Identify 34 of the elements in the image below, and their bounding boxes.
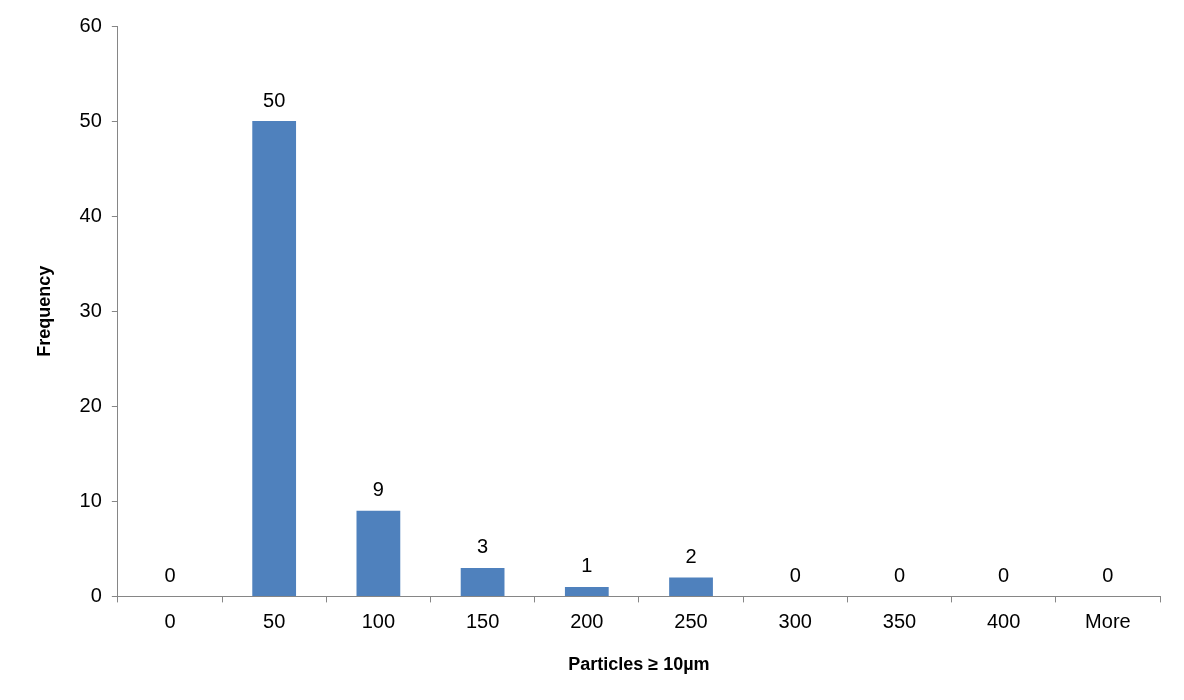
bar — [669, 577, 713, 596]
x-tick-label: 150 — [465, 609, 500, 632]
x-tick-label: 50 — [263, 609, 286, 632]
x-tick-label: More — [1085, 609, 1131, 632]
x-tick-label: 250 — [674, 609, 708, 632]
y-axis-title: Frequency — [33, 265, 54, 357]
data-label: 1 — [581, 554, 593, 577]
data-label: 0 — [1102, 563, 1114, 586]
y-tick-label: 60 — [79, 13, 102, 36]
y-tick-label: 10 — [79, 488, 102, 511]
bar — [564, 586, 609, 596]
bar — [252, 121, 297, 596]
data-label: 50 — [263, 88, 286, 111]
x-tick-label: 300 — [778, 609, 812, 632]
x-tick-label: 0 — [164, 609, 176, 632]
y-tick-label: 20 — [79, 393, 102, 416]
bar — [460, 567, 505, 596]
data-label: 0 — [893, 563, 906, 586]
x-tick-label: 200 — [570, 609, 604, 632]
x-axis-title: Particles ≥ 10µm — [568, 654, 710, 675]
y-tick-label: 30 — [79, 298, 102, 321]
data-label: 0 — [164, 563, 176, 586]
data-label: 0 — [789, 563, 801, 586]
data-label: 2 — [685, 544, 697, 567]
data-label: 3 — [477, 535, 489, 558]
x-tick-label: 350 — [882, 609, 917, 632]
data-label: 9 — [372, 478, 384, 501]
bar — [356, 510, 401, 596]
y-tick-label: 40 — [79, 203, 102, 226]
y-tick-label: 0 — [90, 583, 102, 606]
y-tick-label: 50 — [79, 108, 102, 131]
x-tick-label: 100 — [361, 609, 396, 632]
x-tick-label: 400 — [986, 609, 1021, 632]
data-label: 0 — [998, 563, 1010, 586]
